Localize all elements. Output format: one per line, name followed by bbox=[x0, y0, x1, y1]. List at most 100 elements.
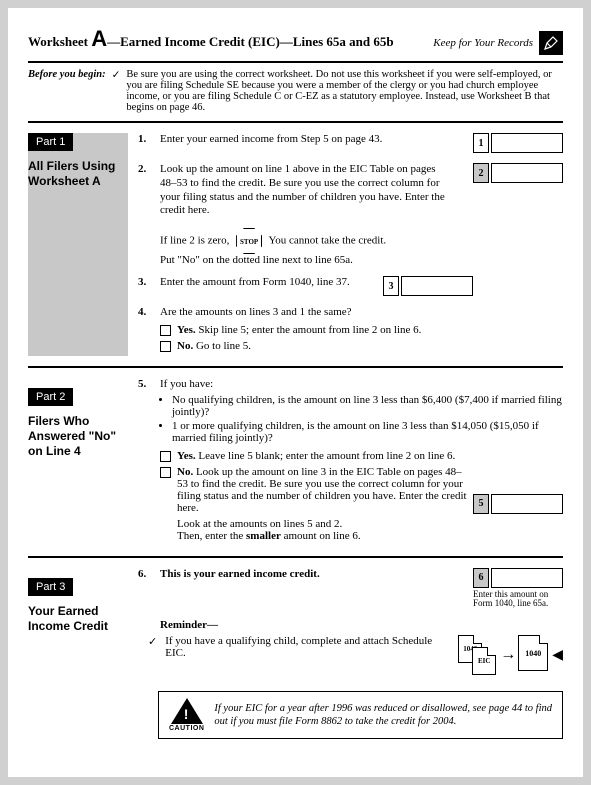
part1-side: Part 1 All Filers Using Worksheet A bbox=[28, 133, 128, 356]
line1: 1. Enter your earned income from Step 5 … bbox=[138, 133, 563, 153]
caution-icon: CAUTION bbox=[169, 698, 204, 732]
doc-eic-icon: EIC bbox=[472, 647, 496, 675]
box2-input[interactable] bbox=[491, 163, 563, 183]
part2-side: Part 2 Filers Who Answered "No" on Line … bbox=[28, 378, 128, 546]
yes5-text: Leave line 5 blank; enter the amount fro… bbox=[198, 450, 455, 462]
line5-num: 5. bbox=[138, 378, 152, 392]
line2-box: 2 bbox=[473, 163, 563, 218]
line2-sub2: You cannot take the credit. bbox=[268, 235, 386, 247]
box6-num: 6 bbox=[473, 568, 489, 588]
line3: 3. Enter the amount from Form 1040, line… bbox=[138, 276, 563, 296]
caution-label: CAUTION bbox=[169, 725, 204, 732]
header: Worksheet A—Earned Income Credit (EIC)—L… bbox=[28, 26, 563, 63]
part2: Part 2 Filers Who Answered "No" on Line … bbox=[28, 378, 563, 558]
box2-num: 2 bbox=[473, 163, 489, 183]
box3-num: 3 bbox=[383, 276, 399, 296]
line2-sub: If line 2 is zero, STOP You cannot take … bbox=[160, 228, 563, 266]
line2: 2. Look up the amount on line 1 above in… bbox=[138, 163, 563, 218]
part3-title: Your Earned Income Credit bbox=[28, 604, 128, 634]
before-text: Be sure you are using the correct worksh… bbox=[126, 69, 563, 113]
no5-text3: Then, enter the smaller amount on line 6… bbox=[177, 530, 563, 542]
title-letter: A bbox=[91, 26, 107, 51]
no5-checkbox[interactable] bbox=[160, 467, 171, 478]
line1-num: 1. bbox=[138, 133, 152, 153]
line3-box: 3 bbox=[383, 276, 473, 296]
bullet1: No qualifying children, is the amount on… bbox=[172, 394, 563, 418]
keep-text: Keep for Your Records bbox=[433, 37, 533, 49]
part3: Part 3 Your Earned Income Credit 6. This… bbox=[28, 568, 563, 750]
box1-num: 1 bbox=[473, 133, 489, 153]
title-prefix: Worksheet bbox=[28, 34, 88, 49]
line6-box: 6 bbox=[473, 568, 563, 588]
box1-input[interactable] bbox=[491, 133, 563, 153]
box5-input[interactable] bbox=[491, 494, 563, 514]
yes-checkbox[interactable] bbox=[160, 325, 171, 336]
no5-label: No. bbox=[177, 466, 193, 478]
line5-text: If you have: bbox=[160, 378, 563, 392]
form-icons: 1040 EIC → 1040 ◀ bbox=[458, 635, 563, 675]
line5: 5. If you have: bbox=[138, 378, 563, 392]
enter-note: Enter this amount on Form 1040, line 65a… bbox=[473, 590, 553, 610]
reminder-text: If you have a qualifying child, complete… bbox=[165, 635, 444, 675]
part3-side: Part 3 Your Earned Income Credit bbox=[28, 568, 128, 740]
worksheet-page: Worksheet A—Earned Income Credit (EIC)—L… bbox=[8, 8, 583, 777]
keep-records: Keep for Your Records bbox=[433, 31, 563, 55]
pencil-icon bbox=[539, 31, 563, 55]
no5-text2: Look at the amounts on lines 5 and 2. bbox=[177, 518, 563, 530]
part3-body: 6. This is your earned income credit. 6 … bbox=[138, 568, 563, 740]
before-label: Before you begin: bbox=[28, 69, 106, 113]
line4-text: Are the amounts on lines 3 and 1 the sam… bbox=[160, 306, 563, 320]
no-checkbox[interactable] bbox=[160, 341, 171, 352]
arrow-icon: → bbox=[500, 646, 516, 664]
part1: Part 1 All Filers Using Worksheet A 1. E… bbox=[28, 133, 563, 368]
line6-text: This is your earned income credit. bbox=[160, 568, 465, 610]
checkmark-icon: ✓ bbox=[112, 69, 121, 113]
stop-icon: STOP bbox=[236, 228, 262, 254]
box3-input[interactable] bbox=[401, 276, 473, 296]
doc-1040-big-icon: 1040 bbox=[518, 635, 548, 671]
part2-label: Part 2 bbox=[28, 388, 73, 406]
line2-text: Look up the amount on line 1 above in th… bbox=[160, 163, 450, 218]
line5-no: No. Look up the amount on line 3 in the … bbox=[160, 466, 563, 542]
reminder-line: ✓ If you have a qualifying child, comple… bbox=[148, 635, 563, 675]
line4: 4. Are the amounts on lines 3 and 1 the … bbox=[138, 306, 563, 320]
line5-yes: Yes. Leave line 5 blank; enter the amoun… bbox=[160, 450, 563, 462]
box5-num: 5 bbox=[473, 494, 489, 514]
part3-label: Part 3 bbox=[28, 578, 73, 596]
line1-text: Enter your earned income from Step 5 on … bbox=[160, 133, 465, 153]
line5-bullets: No qualifying children, is the amount on… bbox=[160, 394, 563, 444]
warning-triangle-icon bbox=[171, 698, 203, 724]
line4-yes: Yes. Skip line 5; enter the amount from … bbox=[160, 324, 563, 336]
line4-num: 4. bbox=[138, 306, 152, 320]
title: Worksheet A—Earned Income Credit (EIC)—L… bbox=[28, 26, 394, 52]
part1-title: All Filers Using Worksheet A bbox=[28, 159, 128, 189]
caution-text: If your EIC for a year after 1996 was re… bbox=[214, 702, 552, 728]
line3-text: Enter the amount from Form 1040, line 37… bbox=[160, 276, 375, 296]
line6: 6. This is your earned income credit. 6 … bbox=[138, 568, 563, 610]
line1-box: 1 bbox=[473, 133, 563, 153]
no-label: No. bbox=[177, 340, 193, 352]
bullet2: 1 or more qualifying children, is the am… bbox=[172, 420, 563, 444]
line3-num: 3. bbox=[138, 276, 152, 296]
arrow-left-icon: ◀ bbox=[552, 647, 563, 664]
line6-num: 6. bbox=[138, 568, 152, 610]
no5-text: Look up the amount on line 3 in the EIC … bbox=[177, 466, 467, 514]
line2-sub3: Put "No" on the dotted line next to line… bbox=[160, 254, 353, 266]
checkmark-icon: ✓ bbox=[148, 635, 157, 675]
line2-num: 2. bbox=[138, 163, 152, 218]
part2-body: 5. If you have: No qualifying children, … bbox=[138, 378, 563, 546]
part1-body: 1. Enter your earned income from Step 5 … bbox=[138, 133, 563, 356]
part2-title: Filers Who Answered "No" on Line 4 bbox=[28, 414, 128, 459]
before-begin: Before you begin: ✓ Be sure you are usin… bbox=[28, 69, 563, 123]
line5-box: 5 bbox=[473, 494, 563, 514]
caution-box: CAUTION If your EIC for a year after 199… bbox=[158, 691, 563, 739]
yes5-checkbox[interactable] bbox=[160, 451, 171, 462]
yes5-label: Yes. bbox=[177, 450, 196, 462]
yes-label: Yes. bbox=[177, 324, 196, 336]
yes-text: Skip line 5; enter the amount from line … bbox=[198, 324, 421, 336]
box6-input[interactable] bbox=[491, 568, 563, 588]
line2-sub1: If line 2 is zero, bbox=[160, 235, 229, 247]
reminder-label: Reminder— bbox=[160, 619, 563, 631]
title-rest: —Earned Income Credit (EIC)—Lines 65a an… bbox=[107, 34, 394, 49]
no-text: Go to line 5. bbox=[196, 340, 251, 352]
